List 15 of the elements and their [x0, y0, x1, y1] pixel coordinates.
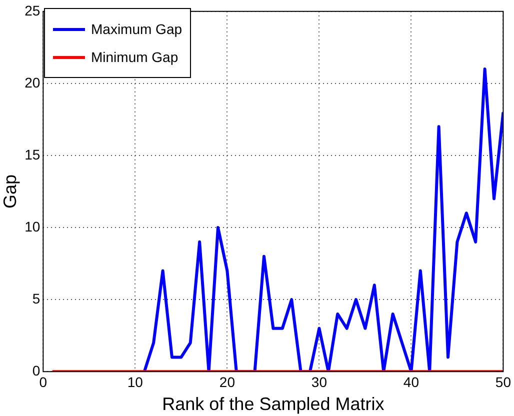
y-axis-title: Gap [0, 174, 20, 209]
x-tick-label: 10 [127, 374, 144, 390]
x-tick-label: 30 [311, 374, 328, 390]
x-tick-label: 20 [219, 374, 236, 390]
legend-label: Maximum Gap [91, 21, 182, 37]
x-axis-title: Rank of the Sampled Matrix [162, 394, 384, 414]
y-tick-label: 20 [24, 74, 40, 90]
y-tick-label: 25 [24, 2, 40, 18]
y-tick-label: 5 [32, 290, 40, 306]
legend-label: Minimum Gap [91, 49, 178, 65]
y-tick-label: 0 [32, 362, 40, 378]
y-tick-label: 15 [24, 146, 40, 162]
x-tick-label: 50 [495, 374, 512, 390]
x-tick-label: 40 [403, 374, 420, 390]
y-tick-label: 10 [24, 218, 40, 234]
